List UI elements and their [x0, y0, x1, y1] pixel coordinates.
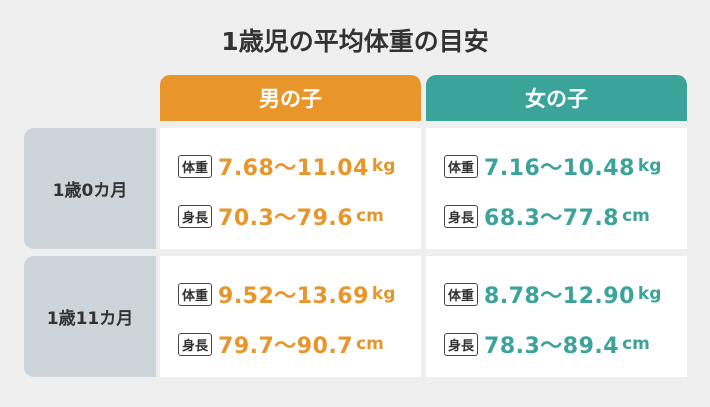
measure-label: 体重: [444, 282, 479, 306]
measure-label: 身長: [178, 204, 213, 228]
measure-line: 身長 79.7～90.7 cm: [178, 328, 384, 360]
measure-label: 体重: [444, 154, 479, 178]
measure-unit: kg: [637, 284, 662, 304]
measure-value: 70.3～79.6: [218, 206, 354, 231]
measure-line: 身長 70.3～79.6 cm: [178, 200, 384, 232]
measure-line: 体重 7.16～10.48 kg: [444, 150, 661, 182]
cell: 体重 9.52～13.69 kg 身長 79.7～90.7 cm: [160, 256, 421, 377]
measure-value: 7.16～10.48: [484, 156, 635, 181]
measure-unit: cm: [622, 206, 650, 226]
measure-line: 体重 8.78～12.90 kg: [444, 278, 661, 310]
measure-line: 体重 9.52～13.69 kg: [178, 278, 395, 310]
measure-line: 体重 7.68～11.04 kg: [178, 150, 395, 182]
measure-value: 7.68～11.04: [218, 156, 369, 181]
measure-unit: kg: [371, 156, 396, 176]
measure-value: 78.3～89.4: [484, 334, 620, 359]
measure-line: 身長 68.3～77.8 cm: [444, 200, 650, 232]
column-header: 女の子: [426, 75, 687, 121]
measure-label: 身長: [444, 204, 479, 228]
cell: 体重 7.16～10.48 kg 身長 68.3～77.8 cm: [426, 128, 687, 249]
measure-label: 身長: [178, 332, 213, 356]
measure-unit: cm: [356, 206, 384, 226]
measure-label: 体重: [178, 282, 213, 306]
title: 1歳児の平均体重の目安: [221, 27, 489, 56]
measure-label: 体重: [178, 154, 213, 178]
column-header: 男の子: [160, 75, 421, 121]
cell: 体重 7.68～11.04 kg 身長 70.3～79.6 cm: [160, 128, 421, 249]
cell: 体重 8.78～12.90 kg 身長 78.3～89.4 cm: [426, 256, 687, 377]
measure-line: 身長 78.3～89.4 cm: [444, 328, 650, 360]
measure-unit: kg: [637, 156, 662, 176]
measure-value: 8.78～12.90: [484, 284, 635, 309]
row-label: 1歳0カ月: [24, 128, 156, 249]
measure-unit: cm: [622, 334, 650, 354]
row-label: 1歳11カ月: [24, 256, 156, 377]
measure-value: 68.3～77.8: [484, 206, 620, 231]
measure-label: 身長: [444, 332, 479, 356]
measure-unit: kg: [371, 284, 396, 304]
measure-value: 79.7～90.7: [218, 334, 354, 359]
measure-value: 9.52～13.69: [218, 284, 369, 309]
measure-unit: cm: [356, 334, 384, 354]
